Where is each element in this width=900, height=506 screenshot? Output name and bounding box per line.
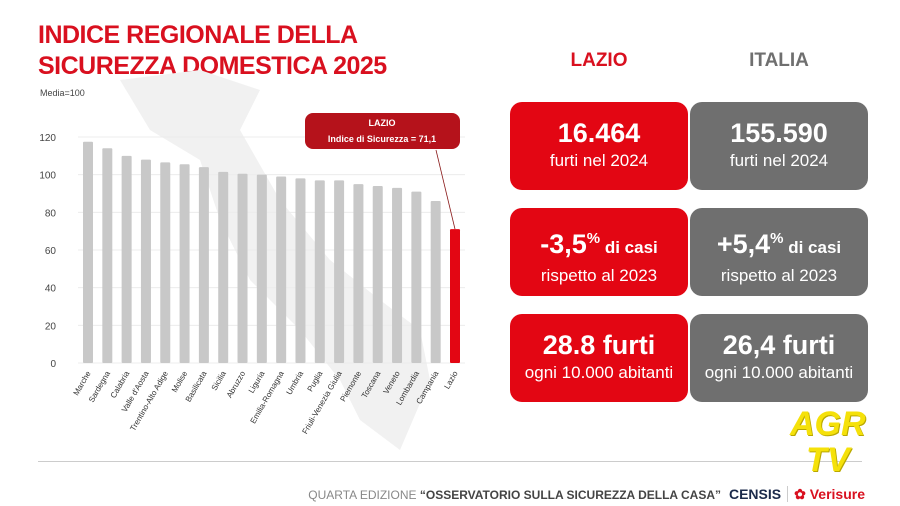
card-subtitle: furti nel 2024 [549, 151, 649, 170]
card-value-text: 26,4 furti [722, 330, 836, 360]
card-value: -3,5% di casi [510, 224, 688, 263]
lazio-card-3: 28.8 furti ogni 10.000 abitanti [510, 314, 688, 402]
bar-liguria [256, 174, 267, 363]
bar-umbria [295, 178, 306, 363]
y-tick-label: 60 [45, 246, 57, 257]
callout-line1: LAZIO [369, 118, 396, 128]
x-tick-label: Friuli-Venezia Giulia [300, 369, 344, 436]
italia-card-2: +5,4% di casi rispetto al 2023 [690, 208, 868, 296]
callout-line2: Indice di Sicurezza = 71,1 [328, 134, 436, 144]
lazio-header: LAZIO [570, 50, 628, 71]
card-value-text: 28.8 furti [542, 330, 656, 360]
bar-friuli-venezia-giulia [334, 180, 345, 363]
agr-tv-watermark: AGR TV [790, 406, 866, 478]
card-value-text: 155.590 [730, 118, 828, 148]
bar-veneto [392, 187, 403, 363]
bar-toscana [372, 185, 383, 363]
footer-prefix: QUARTA EDIZIONE [308, 488, 420, 502]
bar-marche [83, 141, 93, 363]
bar-molise [179, 164, 190, 363]
x-tick-label: Puglia [306, 369, 325, 393]
card-value-text: -3,5 [540, 229, 587, 259]
card-subtitle: ogni 10.000 abitanti [704, 363, 854, 382]
card-subtitle: furti nel 2024 [729, 151, 829, 170]
card-subtitle: rispetto al 2023 [720, 266, 838, 285]
y-tick-label: 100 [39, 171, 56, 182]
bar-sardegna [102, 148, 113, 363]
y-tick-label: 40 [45, 284, 57, 295]
bar-chart: 020406080100120MarcheSardegnaCalabriaVal… [39, 70, 465, 450]
page-title: INDICE REGIONALE DELLA SICUREZZA DOMESTIC… [38, 20, 387, 82]
x-tick-label: Liguria [247, 369, 267, 395]
x-tick-label: Molise [170, 369, 190, 394]
callout-pointer [435, 149, 456, 230]
verisure-text: Verisure [809, 486, 865, 502]
watermark-line-2: TV [806, 441, 850, 479]
watermark-line-1: AGR [790, 405, 866, 443]
card-value-unit: % [586, 230, 601, 247]
italia-header: ITALIA [749, 50, 809, 71]
x-tick-label: Sicilia [210, 369, 229, 392]
card-subtitle: rispetto al 2023 [540, 266, 658, 285]
x-tick-label: Lazio [442, 369, 460, 391]
bar-trentino-alto-adige [160, 162, 171, 363]
card-value: 28.8 furti [510, 330, 688, 360]
card-value-text: +5,4 [716, 229, 771, 259]
title-line-1: INDICE REGIONALE DELLA [38, 21, 358, 49]
bar-abruzzo [237, 173, 248, 363]
card-value-suffix: di casi [600, 238, 658, 257]
card-value-text: 16.464 [557, 118, 641, 148]
x-tick-label: Umbria [285, 369, 306, 396]
y-axis-label: Media=100 [40, 88, 85, 98]
footer-title: “OSSERVATORIO SULLA SICUREZZA DELLA CASA… [419, 488, 721, 502]
y-tick-label: 0 [50, 359, 56, 370]
bar-campania [430, 201, 441, 363]
footer-divider [38, 461, 862, 462]
footer: QUARTA EDIZIONE “OSSERVATORIO SULLA SICU… [308, 486, 865, 503]
lazio-card-1: 16.464 furti nel 2024 [510, 102, 688, 190]
bar-valle-d-aosta [140, 159, 151, 363]
card-value: 155.590 [690, 118, 868, 148]
bar-lazio [450, 229, 460, 363]
card-subtitle: ogni 10.000 abitanti [524, 363, 674, 382]
bar-lombardia [411, 191, 422, 363]
bar-emilia-romagna [276, 176, 287, 363]
card-value: +5,4% di casi [690, 224, 868, 263]
bar-puglia [314, 180, 325, 363]
card-value-suffix: di casi [783, 238, 842, 257]
callout-box [305, 113, 460, 149]
bar-sicilia [218, 171, 229, 363]
y-tick-label: 80 [45, 208, 57, 219]
card-value: 26,4 furti [690, 330, 868, 360]
italia-card-1: 155.590 furti nel 2024 [690, 102, 868, 190]
bar-piemonte [353, 184, 364, 363]
x-tick-label: Abruzzo [225, 369, 248, 399]
censis-logo: CENSIS [728, 486, 782, 502]
lazio-card-2: -3,5% di casi rispetto al 2023 [510, 208, 688, 296]
italia-card-3: 26,4 furti ogni 10.000 abitanti [690, 314, 868, 402]
card-value-unit: % [770, 230, 784, 247]
bar-calabria [121, 155, 132, 363]
verisure-logo: ✿ Verisure [787, 486, 865, 502]
card-value: 16.464 [510, 118, 688, 148]
y-tick-label: 120 [39, 133, 56, 144]
bar-basilicata [198, 167, 209, 363]
italy-map-silhouette [120, 70, 430, 450]
y-tick-label: 20 [45, 321, 57, 332]
